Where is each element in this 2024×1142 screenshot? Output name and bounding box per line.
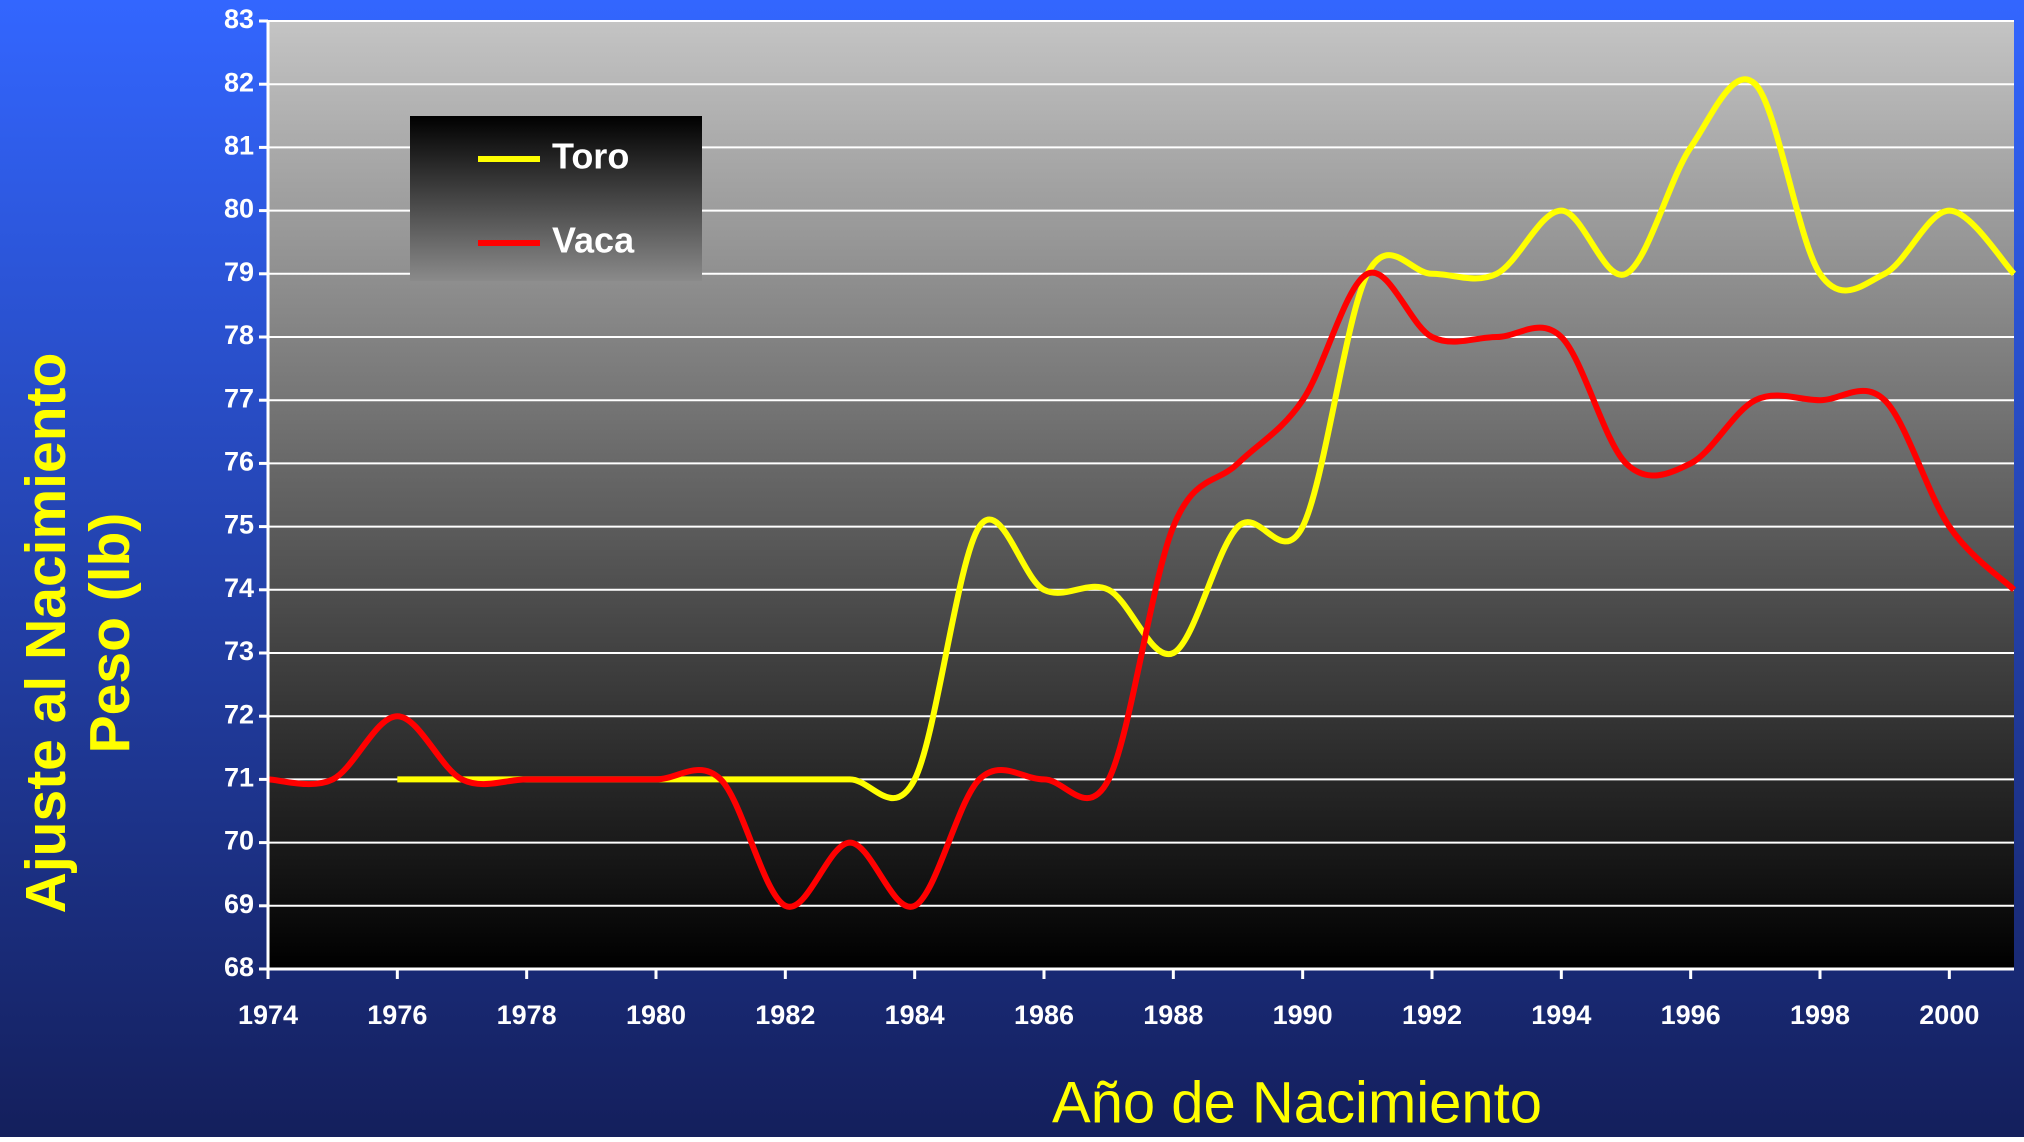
x-tick-label: 1978 <box>497 1000 557 1030</box>
y-tick-label: 70 <box>224 826 254 856</box>
x-tick-label: 1990 <box>1273 1000 1333 1030</box>
y-tick-label: 77 <box>224 383 254 413</box>
x-tick-label: 1976 <box>367 1000 427 1030</box>
y-tick-label: 73 <box>224 636 254 666</box>
x-tick-label: 2000 <box>1919 1000 1979 1030</box>
y-tick-label: 82 <box>224 67 254 97</box>
y-axis-label: Ajuste al Nacimiento <box>14 353 78 914</box>
x-axis-label: Año de Nacimiento <box>1052 1070 1542 1135</box>
x-tick-label: 1974 <box>238 1000 298 1030</box>
y-tick-label: 76 <box>224 447 254 477</box>
y-tick-label: 74 <box>224 573 254 603</box>
y-tick-label: 83 <box>224 4 254 34</box>
y-tick-label: 71 <box>224 763 254 793</box>
x-tick-label: 1996 <box>1661 1000 1721 1030</box>
x-tick-label: 1992 <box>1402 1000 1462 1030</box>
y-tick-label: 80 <box>224 194 254 224</box>
y-tick-label: 75 <box>224 510 254 540</box>
y-tick-label: 72 <box>224 699 254 729</box>
x-tick-label: 1986 <box>1014 1000 1074 1030</box>
x-tick-label: 1988 <box>1143 1000 1203 1030</box>
legend-label: Vaca <box>552 220 635 261</box>
x-tick-label: 1994 <box>1531 1000 1591 1030</box>
y-tick-label: 78 <box>224 320 254 350</box>
legend-label: Toro <box>552 136 629 177</box>
y-tick-label: 68 <box>224 952 254 982</box>
x-tick-label: 1980 <box>626 1000 686 1030</box>
legend <box>410 116 702 281</box>
y-tick-label: 81 <box>224 131 254 161</box>
x-tick-label: 1984 <box>885 1000 945 1030</box>
y-tick-label: 69 <box>224 889 254 919</box>
x-tick-label: 1982 <box>755 1000 815 1030</box>
y-tick-label: 79 <box>224 257 254 287</box>
series-line <box>267 269 2017 910</box>
x-tick-label: 1998 <box>1790 1000 1850 1030</box>
y-axis-label: Peso (lb) <box>78 513 142 754</box>
